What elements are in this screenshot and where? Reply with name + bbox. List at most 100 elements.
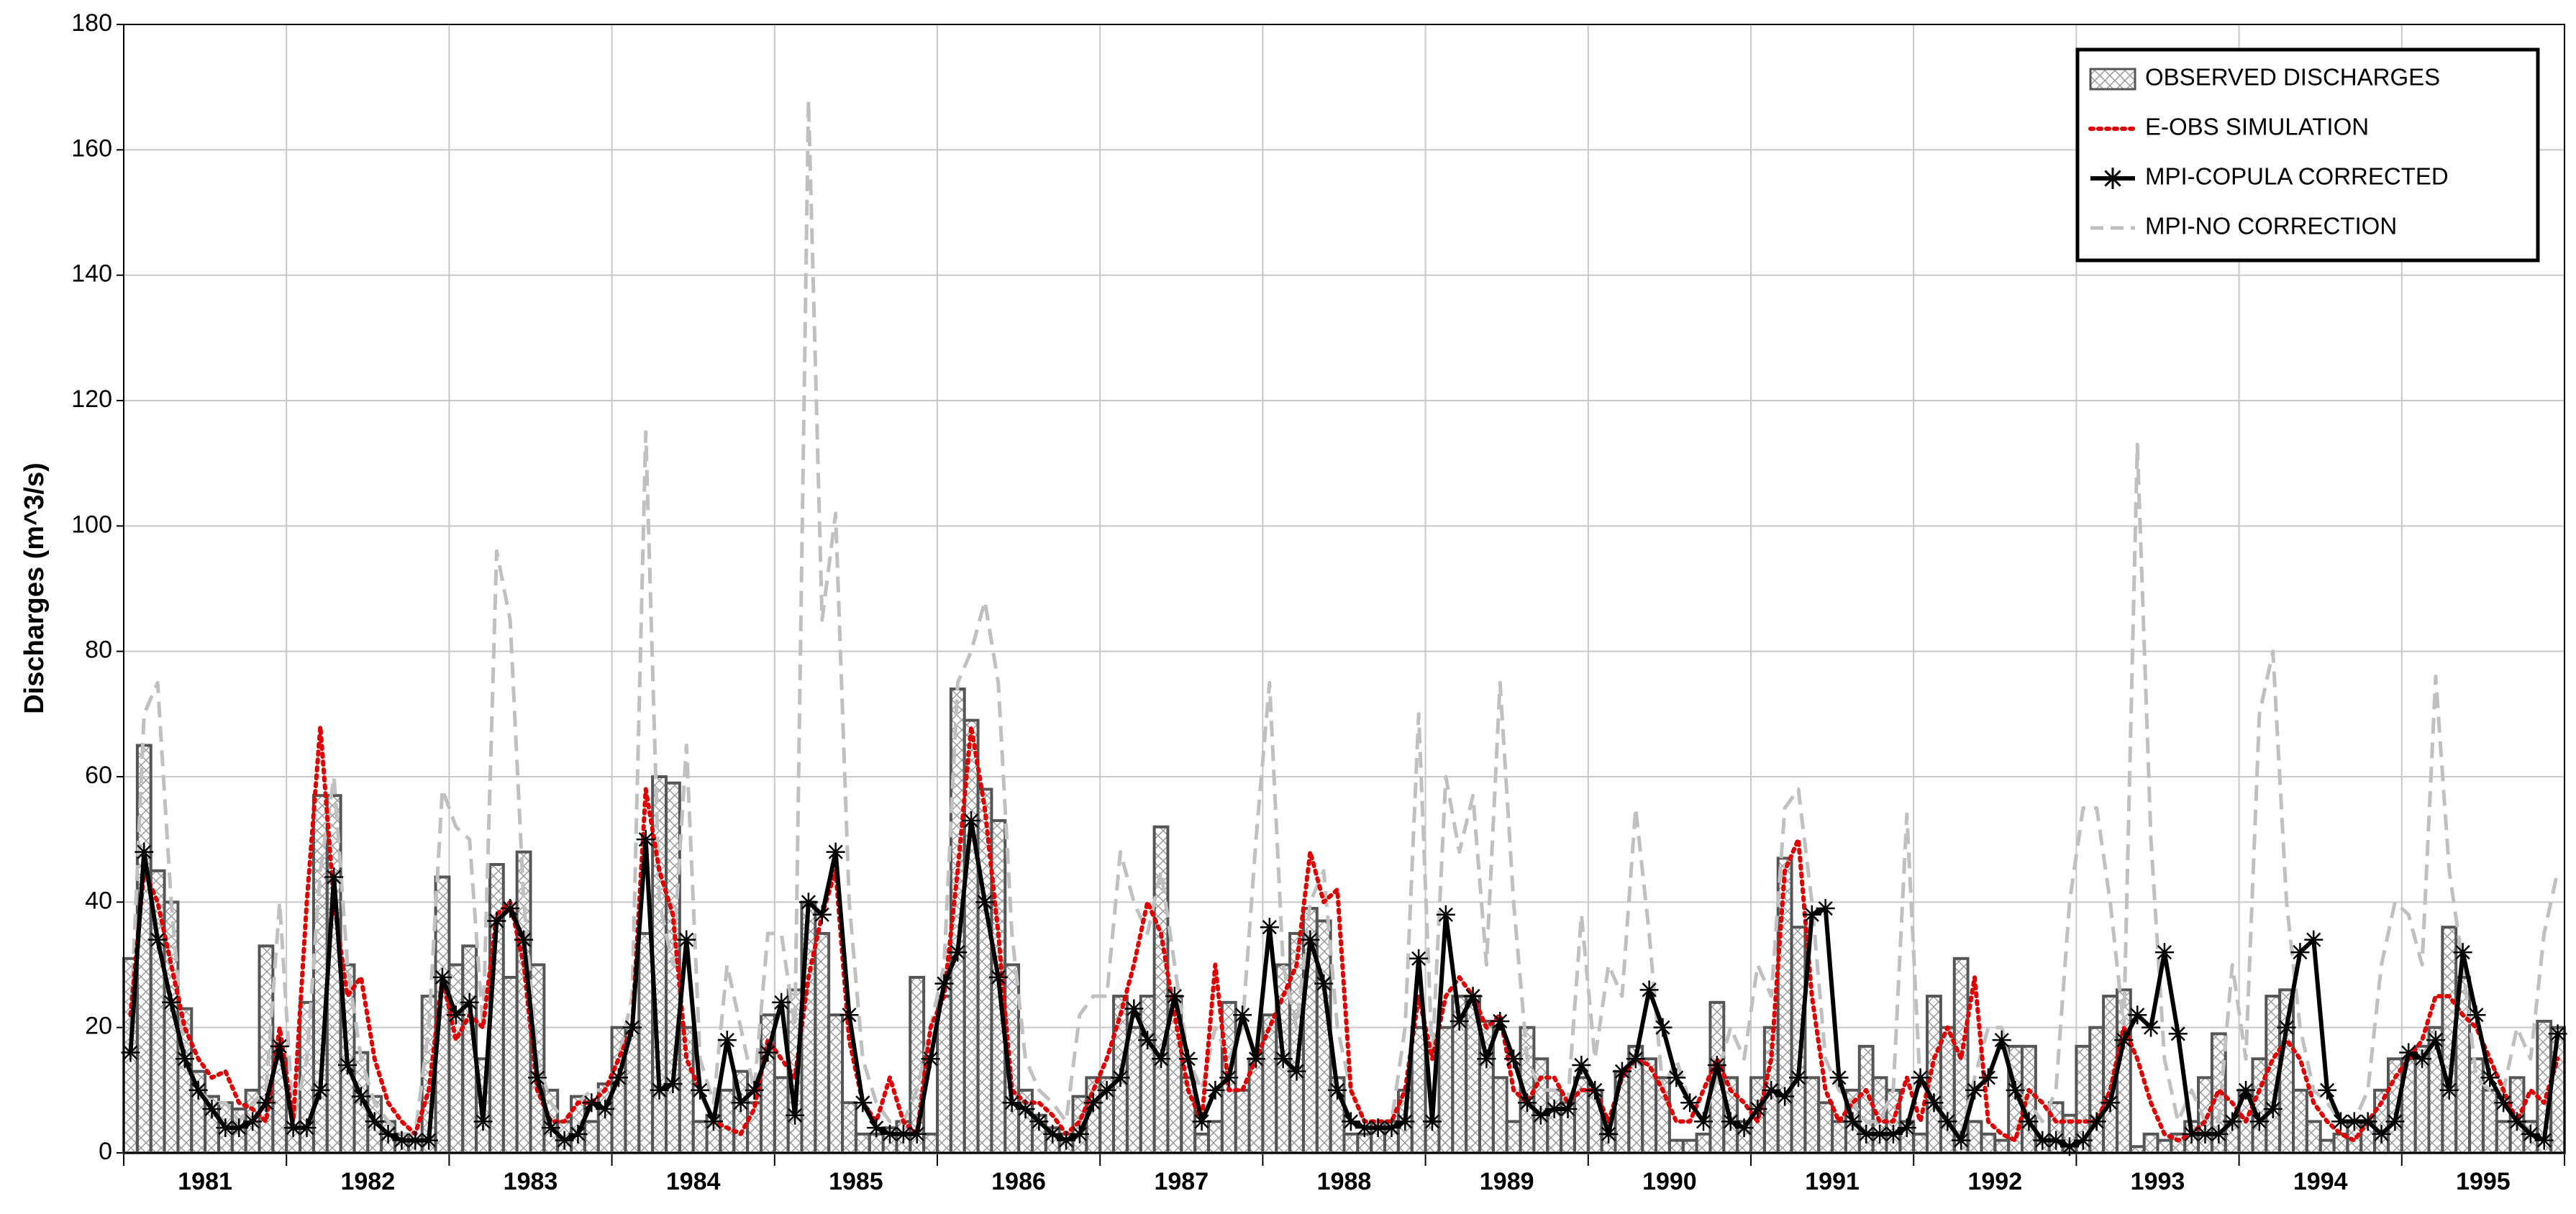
- marker: [2168, 1024, 2188, 1044]
- marker: [988, 967, 1008, 987]
- marker: [893, 1124, 913, 1144]
- bar: [1993, 1138, 2011, 1154]
- marker: [2385, 1112, 2405, 1131]
- marker: [161, 992, 181, 1012]
- marker: [2521, 1124, 2540, 1144]
- marker: [1992, 1031, 2011, 1050]
- marker: [2073, 1131, 2093, 1150]
- marker: [1680, 1093, 1700, 1113]
- marker: [948, 943, 968, 962]
- x-tick-label: 1993: [2131, 1168, 2185, 1195]
- bar: [1505, 1120, 1522, 1154]
- marker: [1924, 1093, 1944, 1113]
- marker: [541, 1118, 560, 1138]
- marker: [1219, 1068, 1239, 1087]
- marker: [1070, 1124, 1089, 1144]
- marker: [1788, 1068, 1808, 1087]
- marker: [2087, 1112, 2106, 1131]
- x-tick-label: 1992: [1967, 1168, 2022, 1195]
- marker: [2344, 1112, 2364, 1131]
- marker: [1314, 974, 1334, 993]
- marker: [907, 1124, 927, 1144]
- bar: [1139, 995, 1156, 1155]
- marker: [2182, 1124, 2201, 1144]
- marker: [2114, 1031, 2134, 1050]
- marker: [527, 1068, 547, 1087]
- y-tick-label: 120: [71, 385, 112, 413]
- bar: [1980, 1132, 1997, 1154]
- marker: [432, 967, 452, 987]
- marker: [2358, 1112, 2377, 1131]
- marker: [1544, 1099, 1564, 1118]
- marker: [853, 1093, 873, 1113]
- marker: [1165, 987, 1184, 1006]
- marker: [677, 930, 696, 949]
- plot-frame: [123, 24, 2565, 1154]
- marker: [1802, 905, 1821, 924]
- marker: [798, 893, 818, 912]
- marker: [365, 1112, 384, 1131]
- bar: [827, 1013, 845, 1154]
- marker: [2236, 1080, 2256, 1100]
- legend-key: [2089, 68, 2136, 91]
- marker: [121, 1043, 140, 1062]
- marker: [175, 1049, 194, 1069]
- marker: [1396, 1112, 1415, 1131]
- marker: [1517, 1093, 1537, 1113]
- bar: [922, 1132, 939, 1154]
- marker: [270, 1036, 289, 1056]
- marker: [1626, 1049, 1645, 1069]
- marker: [1002, 1093, 1021, 1113]
- y-axis-title: Discharges (m^3/s): [19, 462, 50, 714]
- marker: [921, 1049, 940, 1069]
- marker: [786, 1105, 805, 1125]
- bar: [2156, 1138, 2173, 1154]
- marker: [1138, 1031, 1157, 1050]
- bar: [2468, 1057, 2485, 1154]
- marker: [609, 1068, 629, 1087]
- marker: [731, 1093, 750, 1113]
- x-tick-label: 1983: [504, 1168, 558, 1195]
- bar: [1532, 1057, 1549, 1154]
- bar: [1681, 1138, 1698, 1154]
- marker: [622, 1018, 642, 1037]
- marker: [1775, 1087, 1795, 1106]
- legend-label: E-OBS SIMULATION: [2145, 114, 2369, 140]
- bar: [2142, 1132, 2159, 1154]
- x-tick-label: 1982: [340, 1168, 395, 1195]
- marker: [501, 899, 520, 918]
- marker: [1490, 1011, 1510, 1031]
- marker: [1653, 1018, 1672, 1037]
- x-tick-label: 1989: [1480, 1168, 1534, 1195]
- marker: [1883, 1124, 1903, 1144]
- marker: [1965, 1080, 1985, 1100]
- marker: [1246, 1049, 1265, 1069]
- bar: [1342, 1132, 1360, 1154]
- marker: [1382, 1118, 1401, 1138]
- marker: [283, 1118, 303, 1138]
- marker: [1857, 1124, 1876, 1144]
- marker: [568, 1124, 588, 1144]
- bar: [2278, 988, 2295, 1155]
- x-tick-label: 1986: [991, 1168, 1046, 1195]
- marker: [772, 992, 791, 1012]
- y-tick-label: 140: [71, 260, 112, 288]
- bar: [1695, 1132, 1712, 1154]
- marker: [2426, 1031, 2445, 1050]
- marker: [1843, 1112, 1862, 1131]
- marker: [555, 1131, 574, 1150]
- marker: [1667, 1068, 1686, 1087]
- bar: [1437, 1026, 1455, 1154]
- marker: [2399, 1043, 2418, 1062]
- marker: [691, 1080, 710, 1100]
- marker: [148, 930, 168, 949]
- marker: [2209, 1124, 2229, 1144]
- marker: [812, 905, 832, 924]
- legend-label: MPI-NO CORRECTION: [2145, 213, 2397, 239]
- bar: [1491, 1076, 1508, 1155]
- marker: [514, 930, 534, 949]
- marker: [1694, 1112, 1713, 1131]
- y-tick-label: 20: [85, 1013, 112, 1040]
- marker: [1178, 1049, 1198, 1069]
- marker: [1083, 1093, 1103, 1113]
